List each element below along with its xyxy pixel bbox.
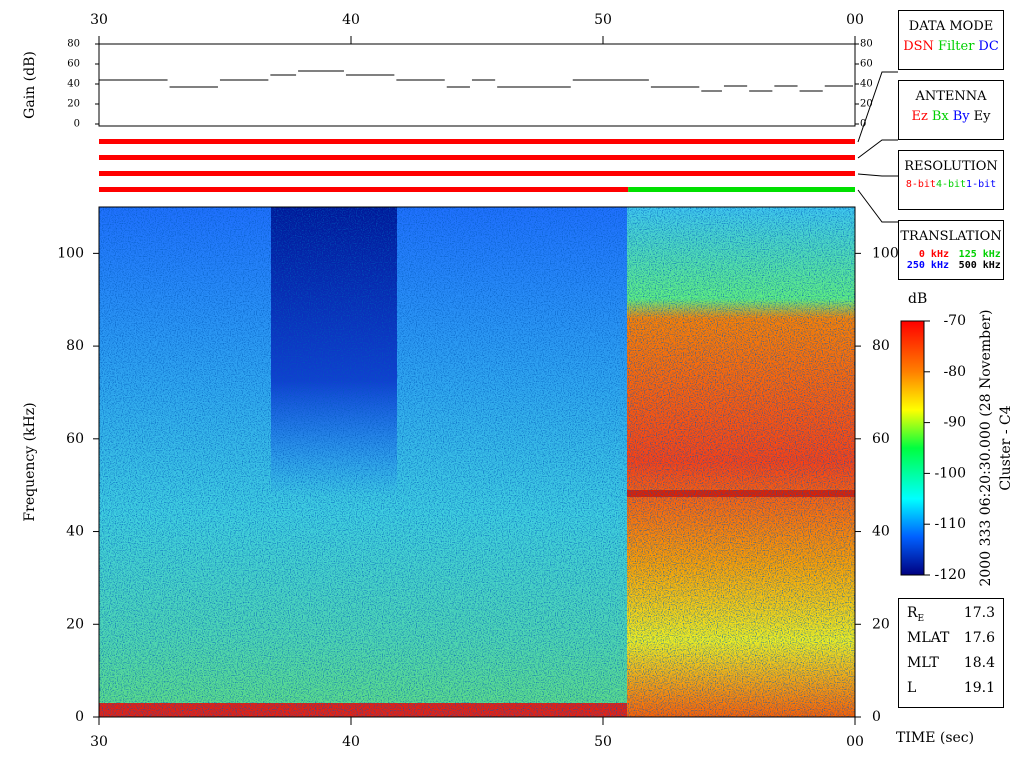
x-tick-label: 40 — [342, 12, 360, 28]
y-tick-label: 20 — [860, 99, 873, 110]
y-tick-label: 40 — [67, 79, 80, 90]
legend-item: Filter — [937, 39, 975, 54]
x-tick-label: 00 — [846, 734, 864, 750]
y-tick-label: 80 — [66, 338, 84, 354]
y-tick-label: 20 — [67, 99, 80, 110]
y-tick-label: 20 — [66, 616, 84, 632]
colorbar-tick-label: -120 — [935, 567, 966, 583]
legend-item: 1-bit — [966, 179, 997, 190]
x-tick-label: 40 — [342, 734, 360, 750]
y-tick-label: 20 — [872, 616, 890, 632]
y-tick-label: 80 — [860, 39, 873, 50]
legend-item: DC — [978, 39, 999, 54]
spectrogram-image — [99, 207, 855, 717]
colorbar-label: dB — [908, 291, 927, 307]
spectrogram-frame — [98, 206, 856, 718]
ephemeris-row: MLT 18.4 — [907, 655, 995, 680]
legend-box: ANTENNA Ez Bx By Ey — [898, 80, 1004, 140]
legend-box: TRANSLATION 0 kHz 125 kHz 250 kHz 500 kHz — [898, 220, 1004, 280]
colorbar-tick-label: -80 — [943, 364, 966, 380]
ephemeris-label: L — [907, 680, 917, 696]
legend-title: TRANSLATION — [900, 229, 1002, 244]
y-tick-label: 40 — [872, 524, 890, 540]
legend-title: DATA MODE — [908, 19, 994, 34]
y-tick-label: 60 — [872, 431, 890, 447]
legend-item: 500 kHz — [958, 260, 1001, 271]
legend-items: DSN Filter DC — [899, 39, 1003, 54]
time-axis-label: TIME (sec) — [896, 730, 974, 746]
y-tick-label: 0 — [75, 709, 84, 725]
x-tick-label: 00 — [846, 12, 864, 28]
y-tick-label: 0 — [860, 119, 866, 130]
legend-connectors — [857, 71, 898, 223]
ephemeris-value: 17.6 — [963, 630, 995, 646]
ephemeris-value: 18.4 — [963, 655, 995, 671]
x-tick-label: 50 — [594, 734, 612, 750]
y-tick-label: 80 — [67, 39, 80, 50]
legend-title: ANTENNA — [915, 89, 987, 104]
colorbar — [900, 320, 925, 576]
gain-frame — [98, 43, 856, 127]
legend-item: 250 kHz — [906, 260, 949, 271]
ephemeris-label: RE — [907, 605, 925, 624]
legend-items: 0 kHz 125 kHz 250 kHz 500 kHz — [899, 249, 1003, 271]
status-bar — [99, 171, 855, 176]
legend-item: 125 kHz — [958, 249, 1001, 260]
y-tick-label: 100 — [872, 245, 899, 261]
y-tick-label: 60 — [66, 431, 84, 447]
legend-item: 4-bit — [935, 179, 967, 190]
legend-item: Bx — [931, 109, 949, 124]
y-tick-label: 40 — [860, 79, 873, 90]
ephemeris-label: MLAT — [907, 630, 950, 646]
colorbar-tick-label: -90 — [943, 415, 966, 431]
legend-item: 8-bit — [905, 179, 936, 190]
ephemeris-box: RE 17.3 MLAT 17.6 MLT 18.4 L 19.1 — [898, 598, 1004, 708]
gain-axis-label: Gain (dB) — [22, 51, 38, 119]
colorbar-tick-label: -70 — [943, 313, 966, 329]
x-tick-label: 30 — [90, 734, 108, 750]
y-tick-label: 40 — [66, 524, 84, 540]
legend-item: Ez — [911, 109, 928, 124]
colorbar-tick-label: -110 — [935, 516, 966, 532]
y-tick-label: 60 — [67, 59, 80, 70]
legend-item: By — [952, 109, 970, 124]
x-tick-label: 30 — [90, 12, 108, 28]
x-tick-label: 50 — [594, 12, 612, 28]
y-tick-label: 100 — [57, 245, 84, 261]
legend-items: Ez Bx By Ey — [899, 109, 1003, 124]
legend-item: DSN — [903, 39, 934, 54]
y-tick-label: 0 — [74, 119, 80, 130]
ephemeris-subscript: E — [917, 613, 925, 624]
legend-item: Ey — [973, 109, 991, 124]
ephemeris-value: 19.1 — [963, 680, 995, 696]
status-bar — [99, 187, 629, 192]
frequency-axis-label: Frequency (kHz) — [22, 402, 38, 521]
colorbar-tick-label: -100 — [935, 465, 966, 481]
status-bar — [99, 139, 855, 144]
status-bar — [628, 187, 855, 192]
ephemeris-value: 17.3 — [963, 605, 995, 621]
y-tick-label: 0 — [872, 709, 881, 725]
y-tick-label: 80 — [872, 338, 890, 354]
side-text: 2000 333 06:20:30.000 (28 November) — [978, 309, 994, 586]
legend-box: RESOLUTION 8-bit 4-bit 1-bit — [898, 150, 1004, 210]
legend-title: RESOLUTION — [904, 159, 998, 174]
side-text: Cluster - C4 — [998, 405, 1014, 490]
ephemeris-row: MLAT 17.6 — [907, 630, 995, 655]
ephemeris-row: RE 17.3 — [907, 605, 995, 630]
ephemeris-row: L 19.1 — [907, 680, 995, 705]
ephemeris-label: MLT — [907, 655, 939, 671]
y-tick-label: 60 — [860, 59, 873, 70]
legend-box: DATA MODE DSN Filter DC — [898, 10, 1004, 70]
legend-items: 8-bit 4-bit 1-bit — [899, 179, 1003, 190]
legend-item: 0 kHz — [918, 249, 949, 260]
status-bar — [99, 155, 855, 160]
